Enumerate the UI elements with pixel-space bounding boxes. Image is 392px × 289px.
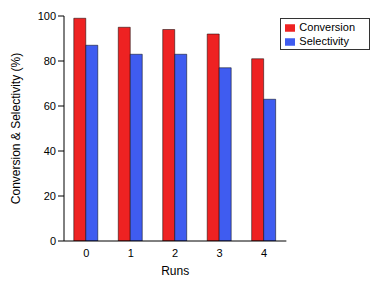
svg-text:3: 3 [217,247,223,259]
svg-text:2: 2 [172,247,178,259]
svg-text:100: 100 [38,10,56,22]
html-text:Selectivity: Selectivity [299,35,349,47]
svg-text:Runs: Runs [161,264,189,278]
svg-text:4: 4 [261,247,267,259]
svg-text:40: 40 [44,145,56,157]
html-text:Conversion: Conversion [299,21,355,33]
svg-text:60: 60 [44,100,56,112]
svg-text:Conversion & Selectivity (%): Conversion & Selectivity (%) [9,53,23,204]
svg-text:1: 1 [128,247,134,259]
svg-text:0: 0 [83,247,89,259]
svg-text:20: 20 [44,190,56,202]
svg-text:80: 80 [44,55,56,67]
svg-text:0: 0 [50,235,56,247]
